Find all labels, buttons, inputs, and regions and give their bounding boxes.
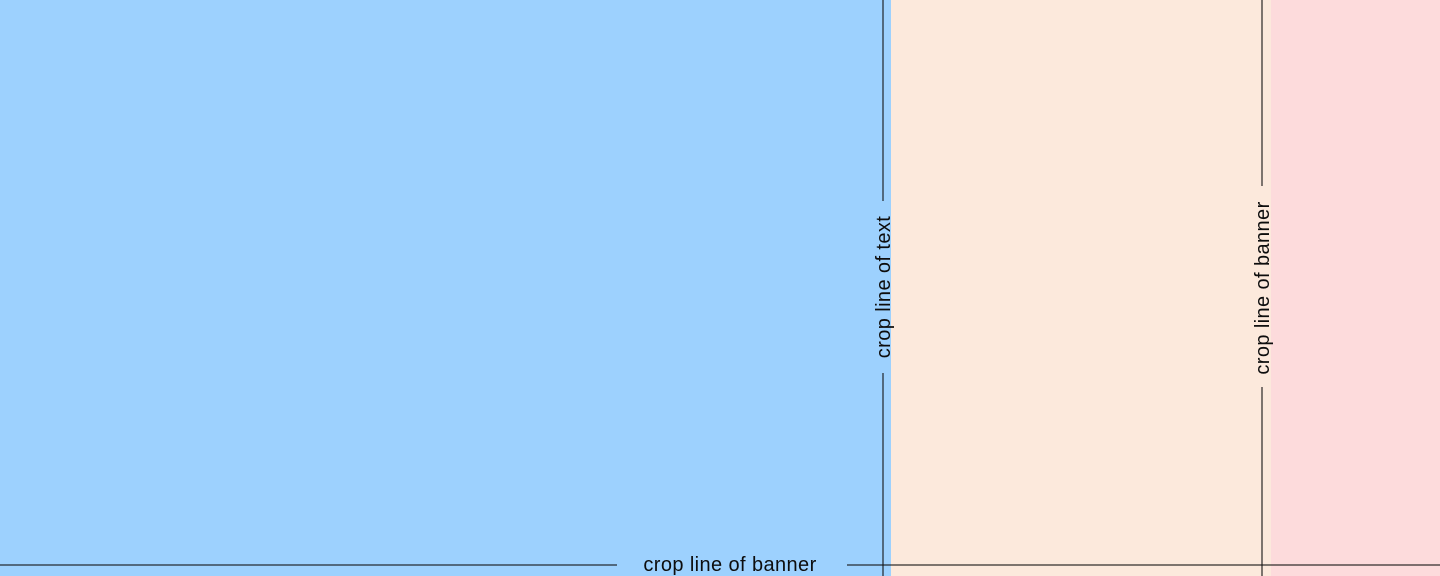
banner-crop-line-horizontal-segment-right [847,564,1440,566]
text-crop-line-segment-top [882,0,884,201]
text-crop-line-segment-bottom [882,373,884,576]
banner-crop-line-horizontal-label: crop line of banner [643,554,817,576]
region-middle-peach [891,0,1271,576]
banner-crop-line-horizontal-segment-left [0,564,617,566]
banner-crop-line-vertical-label: crop line of banner [1252,201,1274,375]
region-left-blue [0,0,891,576]
banner-crop-line-vertical-segment-bottom [1261,387,1263,576]
text-crop-line-label: crop line of text [873,215,895,359]
region-right-pink [1271,0,1440,576]
banner-crop-line-vertical-segment-top [1261,0,1263,186]
